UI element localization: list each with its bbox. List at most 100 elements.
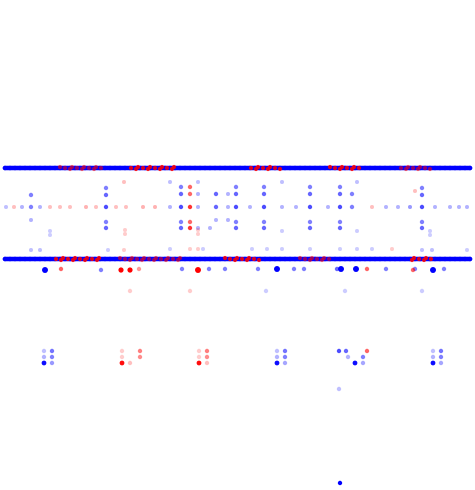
blue-data-point	[428, 233, 432, 237]
blue-data-point	[41, 360, 47, 366]
blue-data-point	[206, 266, 212, 272]
band-1-red-segment-4-dot	[302, 256, 308, 262]
blue-data-point	[342, 288, 348, 294]
band-2-red-segment-5-dot	[405, 164, 411, 170]
blue-data-point	[355, 180, 359, 184]
band-dot	[217, 256, 223, 262]
blue-data-point	[214, 218, 218, 222]
blue-data-point	[419, 288, 425, 294]
blue-data-point	[337, 191, 343, 197]
band-dot	[207, 165, 213, 171]
blue-data-point	[248, 205, 252, 209]
blue-data-point	[280, 247, 284, 251]
band-1-red-segment-4-dot	[314, 256, 320, 262]
blue-data-point	[307, 225, 313, 231]
blue-data-point	[49, 354, 55, 360]
band-1-red-segment-1-dot	[72, 255, 78, 261]
blue-data-point	[48, 229, 52, 233]
blue-data-point	[337, 480, 343, 486]
red-data-point	[187, 225, 193, 231]
red-data-point	[196, 247, 200, 251]
band-dot	[467, 256, 473, 262]
band-1-red-segment-2-dot	[177, 255, 183, 261]
band-dot	[112, 256, 118, 262]
band-dot	[382, 165, 388, 171]
red-data-point	[195, 267, 201, 273]
band-1-red-segment-4-dot	[309, 255, 315, 261]
blue-data-point	[196, 205, 200, 209]
red-data-point	[137, 354, 143, 360]
blue-data-point	[419, 225, 425, 231]
blue-data-point	[274, 360, 280, 366]
blue-data-point	[433, 205, 437, 209]
blue-data-point	[98, 267, 104, 273]
red-data-point	[204, 348, 210, 354]
band-1-red-segment-2-dot	[146, 256, 152, 262]
blue-data-point	[226, 218, 230, 222]
band-dot	[382, 256, 388, 262]
band-2-red-segment-4-dot	[339, 164, 345, 170]
blue-data-point	[282, 348, 288, 354]
band-dot	[232, 165, 238, 171]
band-dot	[2, 256, 8, 262]
blue-data-point	[274, 348, 280, 354]
blue-data-point	[103, 192, 109, 198]
blue-data-point	[178, 184, 184, 190]
band-dot	[352, 256, 358, 262]
blue-data-point	[179, 266, 185, 272]
band-dot	[27, 165, 33, 171]
band-dot	[237, 165, 243, 171]
band-dot	[22, 165, 28, 171]
blue-data-point	[201, 247, 205, 251]
red-data-point	[141, 205, 145, 209]
blue-data-point	[430, 354, 436, 360]
red-data-point	[187, 184, 193, 190]
red-data-point	[119, 360, 125, 366]
band-dot	[17, 165, 23, 171]
band-dot	[347, 256, 353, 262]
blue-data-point	[353, 266, 359, 272]
blue-data-point	[338, 247, 342, 251]
red-data-point	[196, 348, 202, 354]
red-data-point	[136, 266, 142, 272]
band-dot	[437, 165, 443, 171]
blue-data-point	[213, 204, 219, 210]
blue-data-point	[419, 185, 425, 191]
blue-data-point	[208, 226, 212, 230]
red-data-point	[127, 267, 133, 273]
red-data-point	[123, 232, 127, 236]
band-dot	[387, 256, 393, 262]
blue-data-point	[250, 247, 254, 251]
blue-data-point	[38, 205, 42, 209]
band-1-red-segment-1-dot	[60, 255, 66, 261]
blue-data-point	[178, 204, 184, 210]
blue-data-point	[233, 184, 239, 190]
band-2-red-segment-2-dot	[135, 164, 141, 170]
band-dot	[367, 165, 373, 171]
band-dot	[292, 256, 298, 262]
blue-data-point	[448, 205, 452, 209]
band-2-red-segment-5-dot	[422, 165, 428, 171]
blue-data-point	[20, 205, 24, 209]
red-data-point	[188, 247, 192, 251]
band-dot	[242, 165, 248, 171]
band-dot	[447, 256, 453, 262]
red-data-point	[123, 228, 127, 232]
band-1-red-segment-1-dot	[65, 256, 71, 262]
band-1-red-segment-3-dot	[222, 255, 228, 261]
band-1-red-segment-1-dot	[89, 256, 95, 262]
band-dot	[222, 165, 228, 171]
blue-data-point	[226, 192, 230, 196]
red-data-point	[364, 266, 370, 272]
band-2-red-segment-3-dot	[248, 165, 254, 171]
band-dot	[457, 256, 463, 262]
band-dot	[282, 256, 288, 262]
band-2-red-segment-4-dot	[332, 165, 338, 171]
band-dot	[282, 165, 288, 171]
blue-data-point	[396, 205, 400, 209]
band-dot	[12, 165, 18, 171]
band-2-red-segment-3-dot	[255, 164, 261, 170]
red-data-point	[137, 348, 143, 354]
band-1-red-segment-2-dot	[141, 255, 147, 261]
